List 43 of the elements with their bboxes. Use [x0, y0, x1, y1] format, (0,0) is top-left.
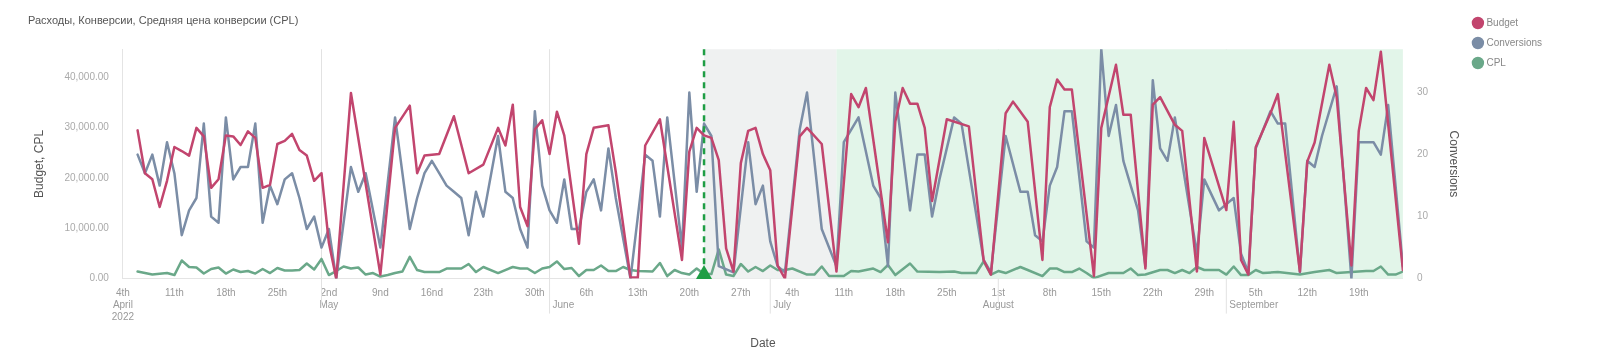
- ref-line-label: July: [773, 299, 792, 311]
- y2-tick-label: 30: [1416, 86, 1429, 98]
- legend-label: CPL: [1486, 56, 1507, 68]
- x-tick-label: 4th April 2022: [111, 287, 135, 323]
- y-tick-label: 20,000.00: [64, 171, 110, 183]
- y-tick-label: 40,000.00: [64, 70, 110, 82]
- x-tick-label: 25th: [267, 287, 288, 299]
- x-tick-label: 25th: [937, 287, 957, 299]
- x-tick-label: 8th: [1042, 287, 1057, 299]
- x-tick-label: 11th: [834, 287, 854, 299]
- x-tick-label: 9nd: [372, 287, 389, 299]
- y-tick-label: 10,000.00: [64, 221, 110, 233]
- x-tick-label: 29th: [1194, 287, 1215, 299]
- x-tick-label: 16nd: [420, 287, 443, 299]
- x-tick-label: 18th: [216, 287, 236, 299]
- chart-title: Расходы, Конверсии, Средняя цена конверсии (CPL): [28, 13, 299, 26]
- y-axis-title: Budget, CPL: [31, 129, 46, 198]
- y-tick-label: 0.00: [89, 272, 110, 284]
- x-tick-label: 4th: [785, 287, 800, 299]
- x-tick-label: 30th: [525, 287, 545, 299]
- x-tick-label: 22th: [1143, 287, 1163, 299]
- x-tick-label: 20th: [679, 287, 700, 299]
- y2-axis-title: Conversions: [1446, 130, 1461, 198]
- ref-line-label: September: [1229, 299, 1279, 311]
- x-tick-label: 13th: [628, 287, 648, 299]
- x-tick-label: 6th: [579, 287, 594, 299]
- legend-label: Conversions: [1486, 36, 1543, 48]
- ref-line-label: June: [552, 299, 575, 311]
- x-tick-label: 18th: [885, 287, 906, 299]
- x-tick-label: 5th: [1248, 287, 1263, 299]
- y2-tick-label: 0: [1416, 272, 1423, 284]
- x-tick-label: 19th: [1349, 287, 1369, 299]
- y2-tick-label: 10: [1416, 210, 1429, 222]
- y2-tick-label: 20: [1416, 148, 1429, 160]
- x-tick-label: 23th: [473, 287, 494, 299]
- x-tick-label: 12th: [1297, 287, 1317, 299]
- x-tick-label: 15th: [1091, 287, 1112, 299]
- x-tick-label: 11th: [165, 287, 184, 299]
- x-tick-label: 1st August: [982, 287, 1015, 311]
- y-tick-label: 30,000.00: [64, 121, 110, 133]
- x-axis-title: Date: [750, 336, 776, 351]
- x-tick-label: 27th: [731, 287, 751, 299]
- legend-label: Budget: [1486, 16, 1519, 28]
